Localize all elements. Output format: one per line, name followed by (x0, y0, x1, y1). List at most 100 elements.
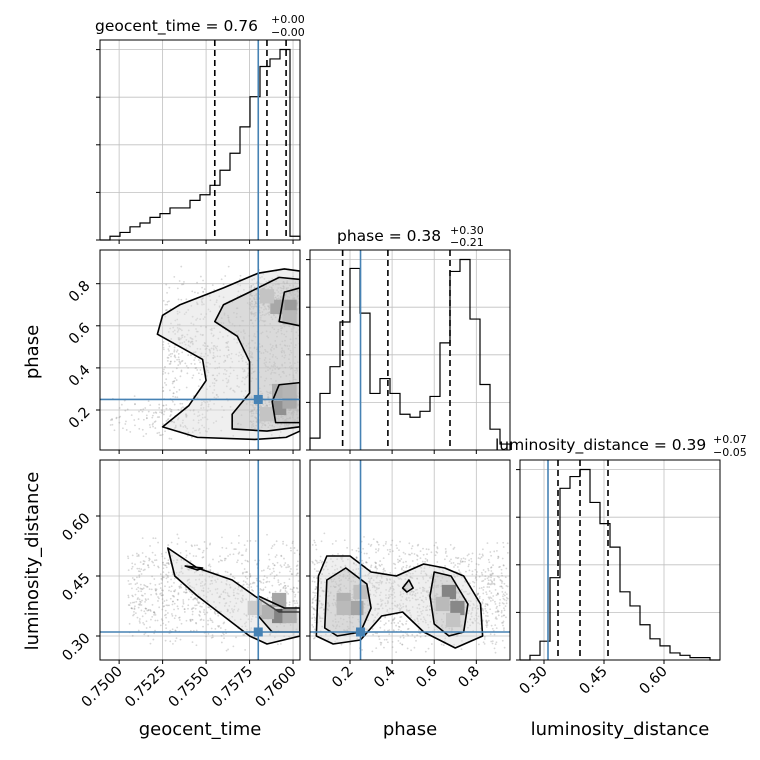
scatter-point (485, 614, 487, 617)
scatter-point (478, 575, 481, 578)
scatter-point (250, 319, 252, 322)
scatter-point (292, 408, 295, 411)
scatter-point (178, 280, 181, 282)
scatter-point (279, 286, 282, 289)
scatter-point (241, 597, 243, 600)
scatter-point (384, 542, 387, 545)
scatter-point (125, 429, 128, 431)
scatter-point (453, 575, 456, 578)
scatter-point (255, 616, 257, 618)
scatter-point (213, 378, 216, 380)
scatter-point (191, 607, 194, 610)
scatter-point (251, 409, 254, 412)
scatter-point (139, 601, 142, 604)
scatter-point (297, 301, 299, 304)
scatter-point (319, 595, 322, 597)
scatter-point (250, 410, 253, 413)
scatter-point (276, 366, 279, 369)
scatter-point (393, 595, 396, 598)
scatter-point (343, 539, 346, 542)
scatter-point (269, 573, 272, 576)
scatter-point (272, 284, 274, 287)
scatter-point (202, 556, 205, 558)
scatter-point (277, 298, 280, 301)
scatter-point (357, 567, 360, 570)
scatter-point (284, 587, 287, 590)
scatter-point (365, 552, 368, 555)
scatter-point (159, 593, 161, 595)
scatter-point (144, 592, 146, 595)
scatter-point (487, 596, 490, 599)
scatter-point (191, 431, 194, 434)
scatter-point (141, 599, 143, 602)
scatter-point (277, 297, 280, 299)
scatter-point (296, 408, 299, 411)
scatter-point (399, 636, 402, 639)
scatter-point (221, 546, 224, 549)
scatter-point (404, 552, 407, 555)
scatter-point (392, 562, 395, 565)
scatter-point (254, 540, 257, 542)
scatter-point (250, 311, 253, 313)
scatter-point (394, 563, 397, 566)
scatter-point (130, 582, 132, 585)
scatter-point (297, 572, 299, 575)
scatter-point (293, 326, 296, 329)
scatter-point (138, 574, 141, 577)
scatter-point (242, 319, 245, 322)
scatter-point (185, 619, 188, 622)
scatter-point (171, 614, 174, 617)
scatter-point (244, 625, 247, 628)
scatter-point (424, 572, 427, 575)
scatter-point (164, 371, 167, 374)
scatter-point (155, 589, 157, 592)
scatter-point (256, 295, 258, 297)
scatter-point (505, 567, 508, 570)
scatter-point (140, 587, 143, 590)
scatter-point (319, 607, 321, 610)
scatter-point (109, 419, 112, 421)
scatter-point (162, 589, 164, 592)
scatter-point (399, 604, 402, 607)
scatter-point (252, 313, 255, 316)
scatter-point (181, 359, 184, 362)
scatter-point (149, 582, 152, 585)
scatter-point (456, 557, 459, 560)
scatter-point (245, 571, 248, 574)
scatter-point (185, 556, 187, 559)
scatter-point (385, 597, 387, 599)
scatter-point (251, 300, 254, 303)
scatter-point (227, 555, 229, 557)
scatter-point (260, 332, 263, 335)
scatter-point (158, 583, 161, 586)
scatter-point (445, 555, 448, 558)
scatter-point (495, 616, 497, 619)
scatter-point (184, 586, 187, 589)
scatter-point (200, 352, 203, 355)
scatter-point (379, 565, 382, 567)
scatter-point (239, 284, 242, 287)
scatter-point (179, 425, 182, 428)
scatter-point (349, 589, 351, 592)
scatter-point (271, 344, 274, 347)
scatter-point (150, 618, 152, 621)
scatter-point (219, 596, 222, 599)
scatter-point (503, 598, 506, 601)
scatter-point (236, 610, 239, 612)
scatter-point (195, 629, 198, 632)
scatter-point (424, 621, 427, 624)
scatter-point (178, 311, 181, 314)
scatter-point (291, 290, 294, 293)
scatter-point (380, 581, 383, 584)
scatter-point (243, 568, 246, 570)
scatter-point (207, 354, 209, 357)
scatter-point (170, 360, 172, 363)
scatter-point (283, 333, 286, 336)
scatter-point (354, 572, 357, 575)
scatter-point (297, 392, 300, 395)
scatter-point (391, 589, 394, 592)
scatter-point (387, 553, 390, 556)
scatter-point (477, 557, 480, 559)
scatter-point (478, 595, 481, 598)
scatter-point (235, 312, 238, 315)
